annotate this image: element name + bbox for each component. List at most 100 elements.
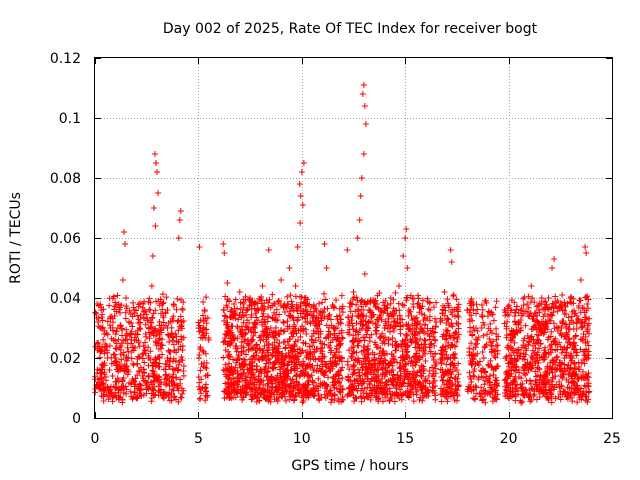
data-point (307, 319, 314, 325)
data-point (362, 121, 369, 127)
data-point (311, 346, 318, 353)
data-point (584, 373, 591, 380)
data-point (319, 299, 326, 306)
data-point (149, 386, 156, 393)
data-point (113, 379, 120, 385)
data-point (226, 351, 233, 358)
data-point (553, 381, 560, 388)
data-point (492, 354, 499, 361)
data-point (480, 387, 487, 394)
data-point (197, 344, 204, 351)
data-point (362, 326, 369, 333)
data-point (94, 340, 101, 346)
data-point (237, 306, 244, 313)
data-point (350, 386, 357, 393)
data-point (566, 321, 573, 328)
data-point (336, 312, 343, 319)
data-point (302, 349, 309, 355)
data-point (444, 356, 451, 363)
data-point (507, 331, 514, 337)
y-tick-label: 0.06 (50, 231, 81, 247)
data-point (536, 300, 543, 307)
data-point (253, 367, 260, 373)
y-tick-label: 0.04 (50, 291, 81, 307)
data-point (110, 293, 117, 300)
data-point (371, 339, 378, 346)
data-point (361, 395, 368, 402)
data-point (447, 247, 454, 253)
data-point (97, 349, 104, 355)
data-point (484, 313, 491, 319)
data-point (254, 317, 261, 324)
data-point (486, 373, 493, 379)
data-point (247, 295, 254, 301)
data-point (273, 375, 280, 382)
data-point (390, 305, 397, 312)
data-point (532, 345, 539, 352)
data-point (118, 356, 125, 363)
data-point (432, 337, 439, 344)
data-point (150, 328, 157, 335)
data-point (267, 304, 274, 311)
data-point (400, 253, 407, 259)
data-point (196, 322, 203, 329)
data-point (522, 386, 529, 393)
data-point (422, 385, 429, 391)
data-point (170, 334, 177, 341)
data-point (565, 361, 572, 368)
data-point (283, 373, 290, 380)
data-point (241, 388, 248, 395)
data-point (228, 307, 235, 313)
data-point (119, 327, 126, 334)
data-point (304, 352, 311, 359)
data-point (352, 370, 359, 377)
data-point (402, 361, 409, 368)
data-point (299, 314, 306, 321)
data-point (424, 331, 431, 337)
data-point (536, 366, 543, 373)
data-point (350, 332, 357, 339)
data-point (321, 341, 328, 348)
data-point (175, 398, 182, 405)
data-point (578, 360, 585, 367)
data-point (174, 384, 181, 391)
data-point (505, 303, 512, 310)
data-point (374, 386, 381, 393)
data-point (169, 386, 176, 393)
data-point (297, 220, 304, 226)
data-point (281, 362, 288, 369)
data-point (274, 316, 281, 323)
data-point (475, 376, 482, 383)
data-point (521, 367, 528, 374)
data-point (119, 399, 126, 406)
data-point (450, 291, 457, 298)
data-point (466, 385, 473, 392)
data-point (430, 304, 437, 311)
data-point (275, 297, 282, 304)
data-point (265, 380, 272, 387)
data-point (274, 348, 281, 355)
data-point (249, 298, 256, 305)
data-point (107, 325, 114, 331)
data-point (278, 356, 285, 363)
data-point (405, 321, 412, 328)
data-point (294, 346, 301, 353)
data-point (165, 347, 172, 354)
data-point (483, 341, 490, 348)
data-point (220, 354, 227, 361)
data-point (585, 383, 592, 390)
data-point (391, 398, 398, 405)
data-point (155, 354, 162, 361)
data-point (168, 378, 175, 385)
x-tick-label: 20 (500, 431, 518, 447)
data-point (553, 323, 560, 330)
data-point (507, 380, 514, 387)
data-point (479, 348, 486, 355)
data-point (374, 301, 381, 308)
data-point (317, 308, 324, 315)
data-point (494, 350, 501, 357)
data-point (338, 316, 345, 323)
data-point (445, 302, 452, 309)
data-point (317, 368, 324, 375)
data-point (232, 343, 239, 349)
